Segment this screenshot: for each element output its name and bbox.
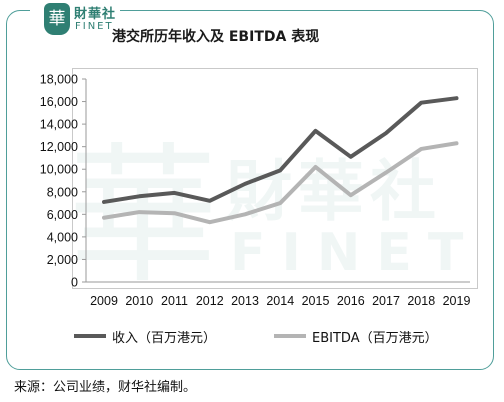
- y-tick-label: 10,000: [40, 163, 78, 177]
- logo: 華 財華社 FINET: [30, 0, 120, 40]
- x-tick-label: 2010: [125, 294, 153, 308]
- y-tick-label: 14,000: [40, 118, 78, 132]
- x-tick-label: 2018: [407, 294, 435, 308]
- legend-label-revenue: 收入（百万港元）: [112, 330, 217, 346]
- chart-frame: [6, 10, 494, 370]
- y-tick-label: 0: [71, 276, 78, 290]
- ebitda-line: [102, 141, 459, 225]
- y-tick-label: 6,000: [47, 208, 78, 222]
- x-tick-label: 2013: [231, 294, 259, 308]
- watermark: 華財華社FINET: [68, 130, 479, 304]
- revenue-line: [102, 96, 459, 204]
- axes: 0 2,000 4,000 6,000 8,000 10,000 12,000 14,000 1…: [40, 73, 471, 309]
- legend: 收入（百万港元） EBITDA（百万港元）: [74, 326, 474, 346]
- legend-swatch-ebitda: [274, 334, 306, 338]
- source-note: 来源：公司业绩，财华社编制。: [14, 380, 197, 395]
- logo-name-en: FINET: [75, 21, 114, 32]
- x-tick-label: 2017: [372, 294, 400, 308]
- x-tick-label: 2019: [443, 294, 471, 308]
- y-tick-label: 16,000: [40, 95, 78, 109]
- legend-label-ebitda: EBITDA（百万港元）: [312, 330, 438, 346]
- logo-badge-icon: 華: [44, 3, 70, 35]
- watermark-en: FINET: [230, 223, 479, 283]
- chart-title: 港交所历年收入及 EBITDA 表现: [112, 29, 320, 45]
- x-tick-label: 2009: [90, 294, 118, 308]
- logo-name-cn: 財華社: [74, 7, 117, 22]
- y-tick-label: 12,000: [40, 140, 78, 154]
- x-tick-label: 2011: [161, 294, 188, 308]
- legend-swatch-revenue: [74, 334, 106, 338]
- plot-area: [72, 68, 478, 289]
- legend-item-ebitda: EBITDA（百万港元）: [274, 326, 438, 346]
- legend-item-revenue: 收入（百万港元）: [74, 326, 216, 346]
- x-tick-label: 2016: [337, 294, 365, 308]
- x-tick-label: 2015: [302, 294, 330, 308]
- x-tick-label: 2014: [266, 294, 294, 308]
- y-tick-label: 4,000: [47, 230, 78, 244]
- x-tick-label: 2012: [196, 294, 224, 308]
- y-tick-label: 2,000: [47, 253, 78, 267]
- series-lines: [102, 96, 459, 225]
- y-tick-label: 8,000: [47, 185, 78, 199]
- watermark-cn: 財華社: [226, 153, 442, 230]
- y-tick-label: 18,000: [40, 73, 78, 87]
